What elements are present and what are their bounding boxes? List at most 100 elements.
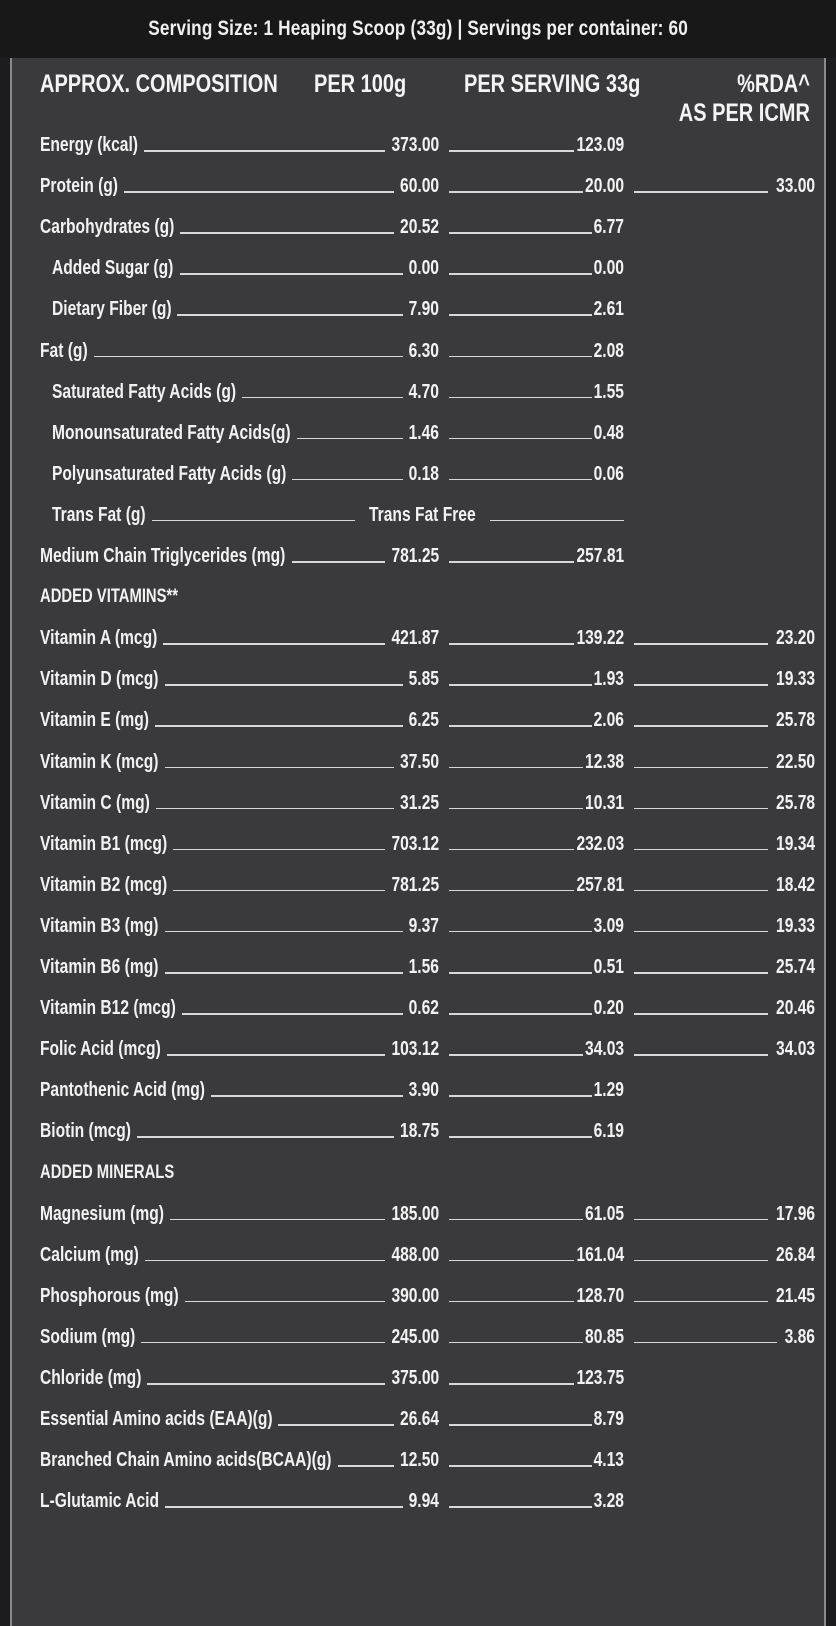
leader-line	[449, 273, 592, 275]
leader-line	[141, 1341, 386, 1344]
nutrient-label: Folic Acid (mcg)	[40, 1038, 161, 1061]
leader-line	[634, 848, 768, 851]
nutrient-label: Vitamin E (mg)	[40, 709, 149, 732]
value-rda: 19.33	[775, 668, 815, 691]
leader-line	[164, 972, 403, 974]
leader-line	[634, 684, 768, 686]
leader-line	[449, 1465, 592, 1467]
leader-line	[449, 437, 592, 440]
value-per-100g: 1.46	[408, 421, 439, 444]
value-per-serving: 0.51	[593, 956, 624, 978]
value-per-serving: 34.03	[584, 1038, 624, 1061]
nutrient-label: Vitamin B2 (mcg)	[40, 873, 168, 896]
leader-line	[181, 1013, 403, 1015]
leader-line	[449, 643, 575, 645]
header-composition: APPROX. COMPOSITION	[40, 70, 278, 98]
value-per-serving: 232.03	[576, 832, 624, 855]
value-per-100g: 375.00	[391, 1367, 439, 1389]
leader-line	[155, 807, 394, 810]
value-per-100g: 3.90	[408, 1079, 439, 1102]
nutrient-label: Trans Fat (g)	[52, 503, 146, 526]
leader-line	[449, 1054, 583, 1056]
value-per-serving: 3.28	[593, 1490, 624, 1513]
nutrient-label: Calcium (mg)	[40, 1243, 139, 1266]
nutrient-row: Magnesium (mg) 185.00 61.05 17.96	[12, 1201, 824, 1227]
value-per-100g: 26.64	[399, 1408, 439, 1431]
nutrient-row: Vitamin B12 (mcg) 0.62 0.20 20.46	[12, 995, 824, 1021]
leader-line	[449, 972, 592, 974]
leader-line	[184, 1300, 386, 1303]
value-rda: 25.78	[775, 791, 815, 814]
value-rda: 22.50	[775, 750, 815, 773]
leader-line	[144, 150, 386, 152]
leader-line	[177, 314, 403, 316]
value-rda: 23.20	[775, 627, 815, 650]
value-per-serving: 1.29	[593, 1079, 624, 1102]
leader-line	[449, 232, 592, 234]
nutrient-row: L-Glutamic Acid 9.94 3.28	[12, 1488, 824, 1514]
leader-line	[449, 355, 592, 358]
nutrient-row: Protein (g) 60.00 20.00 33.00	[12, 173, 824, 199]
nutrient-label: Phosphorous (mg)	[40, 1284, 179, 1307]
leader-line	[489, 519, 624, 522]
nutrient-label: Vitamin B6 (mg)	[40, 956, 159, 978]
nutrient-label: Magnesium (mg)	[40, 1202, 164, 1225]
leader-line	[449, 1506, 592, 1508]
leader-line	[634, 1259, 768, 1262]
value-per-100g: 1.56	[408, 956, 439, 978]
value-per-100g: 245.00	[391, 1325, 439, 1348]
value-rda: 25.78	[775, 709, 815, 732]
value-per-serving: 4.13	[593, 1449, 624, 1472]
leader-line	[634, 1013, 768, 1015]
leader-line	[449, 766, 583, 769]
nutrient-label: Vitamin B12 (mcg)	[40, 997, 176, 1020]
value-per-serving: 12.38	[584, 750, 624, 773]
value-per-serving: 123.09	[576, 134, 624, 156]
leader-line	[173, 848, 386, 851]
value-per-100g: 103.12	[391, 1038, 439, 1061]
value-per-100g: 4.70	[408, 380, 439, 403]
nutrient-row: Carbohydrates (g) 20.52 6.77	[12, 214, 824, 240]
value-per-100g: 31.25	[399, 791, 439, 814]
value-per-100g: 0.62	[408, 997, 439, 1020]
leader-line	[155, 725, 403, 727]
nutrient-row: Polyunsaturated Fatty Acids (g) 0.18 0.06	[12, 461, 824, 487]
section-heading: ADDED MINERALS	[40, 1161, 175, 1183]
nutrient-label: Vitamin D (mcg)	[40, 668, 159, 691]
value-per-100g: 0.18	[408, 462, 439, 485]
nutrient-row: Trans Fat (g) Trans Fat Free	[12, 502, 824, 528]
value-per-100g: 5.85	[408, 668, 439, 691]
nutrient-row: Added Sugar (g) 0.00 0.00	[12, 255, 824, 281]
value-per-100g: 18.75	[399, 1120, 439, 1143]
section-heading-row: ADDED MINERALS	[12, 1160, 824, 1186]
value-per-100g: 9.94	[408, 1490, 439, 1513]
leader-line	[449, 1424, 592, 1426]
value-per-100g: 12.50	[399, 1449, 439, 1472]
value-per-100g: 488.00	[391, 1243, 439, 1266]
nutrient-row: Vitamin E (mg) 6.25 2.06 25.78	[12, 707, 824, 733]
leader-line	[449, 930, 592, 933]
nutrient-row: Vitamin B3 (mg) 9.37 3.09 19.33	[12, 913, 824, 939]
header-rda-line1: %RDA^	[737, 70, 810, 98]
nutrient-label: Energy (kcal)	[40, 134, 138, 156]
leader-line	[634, 807, 768, 810]
leader-line	[449, 684, 592, 686]
leader-line	[449, 1013, 592, 1015]
header-per-100g: PER 100g	[314, 70, 407, 98]
nutrient-row: Vitamin B2 (mcg) 781.25 257.81 18.42	[12, 872, 824, 898]
leader-line	[449, 848, 575, 851]
nutrient-row: Saturated Fatty Acids (g) 4.70 1.55	[12, 379, 824, 405]
nutrient-row: Monounsaturated Fatty Acids(g) 1.46 0.48	[12, 420, 824, 446]
nutrient-label: Saturated Fatty Acids (g)	[52, 380, 237, 403]
leader-line	[634, 972, 768, 974]
leader-line	[449, 561, 575, 563]
leader-line	[164, 684, 403, 686]
leader-line	[242, 396, 403, 399]
leader-line	[292, 478, 403, 481]
nutrient-row: Sodium (mg) 245.00 80.85 3.86	[12, 1324, 824, 1350]
nutrient-label: Vitamin B3 (mg)	[40, 914, 159, 937]
leader-line	[137, 1136, 394, 1138]
nutrient-label: L-Glutamic Acid	[40, 1490, 160, 1513]
value-per-100g: Trans Fat Free	[369, 503, 476, 526]
leader-line	[337, 1465, 394, 1467]
